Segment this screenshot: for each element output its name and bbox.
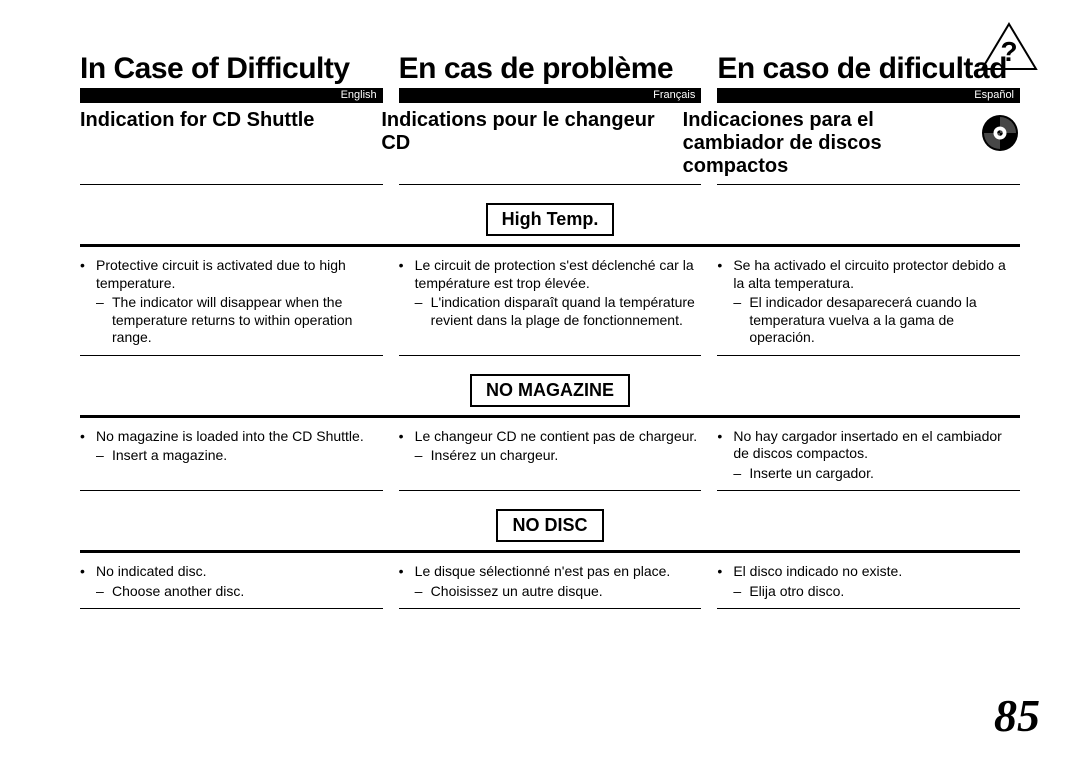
col-fr: •Le circuit de protection s'est déclench…	[399, 257, 702, 347]
dash-text: Elija otro disco.	[749, 583, 1020, 601]
rule	[399, 608, 702, 609]
dash-text: The indicator will disappear when the te…	[112, 294, 383, 347]
help-icon: ?	[980, 22, 1038, 72]
rule	[399, 184, 702, 185]
subhead-fr: Indications pour le changeur CD	[381, 109, 666, 155]
col-es: •Se ha activado el circuito protector de…	[717, 257, 1020, 347]
rule	[80, 608, 383, 609]
section-no-magazine: NO MAGAZINE •No magazine is loaded into …	[80, 374, 1020, 492]
bullet-text: No magazine is loaded into the CD Shuttl…	[96, 428, 383, 446]
bullet-text: No hay cargador insertado en el cambiado…	[733, 428, 1020, 463]
rule-thick	[80, 244, 1020, 247]
title-row: In Case of Difficulty En cas de problème…	[80, 52, 1020, 86]
dash-text: Choose another disc.	[112, 583, 383, 601]
rule	[80, 355, 383, 356]
rule	[399, 355, 702, 356]
subhead-es: Indicaciones para el cambiador de discos…	[683, 109, 1020, 178]
dash-text: Inserte un cargador.	[749, 465, 1020, 483]
col-es: •No hay cargador insertado en el cambiad…	[717, 428, 1020, 483]
bullet-text: Le changeur CD ne contient pas de charge…	[415, 428, 702, 446]
title-fr: En cas de problème	[399, 52, 702, 86]
bullet-text: El disco indicado no existe.	[733, 563, 1020, 581]
bullet-text: Se ha activado el circuito protector deb…	[733, 257, 1020, 292]
section-high-temp: High Temp. •Protective circuit is activa…	[80, 203, 1020, 356]
rule	[717, 184, 1020, 185]
dash-text: L'indication disparaît quand la températ…	[431, 294, 702, 329]
lang-bar-fr: Français	[399, 88, 702, 103]
code-label: NO MAGAZINE	[470, 374, 630, 407]
title-en: In Case of Difficulty	[80, 52, 383, 86]
dash-text: Insérez un chargeur.	[431, 447, 702, 465]
page-number: 85	[994, 689, 1040, 742]
dash-text: El indicador desaparecerá cuando la temp…	[749, 294, 1020, 347]
bullet-text: Le circuit de protection s'est déclenché…	[415, 257, 702, 292]
rule	[80, 184, 383, 185]
lang-bar-es: Español	[717, 88, 1020, 103]
dash-text: Choisissez un autre disque.	[431, 583, 702, 601]
rule	[717, 608, 1020, 609]
subhead-es-text: Indicaciones para el cambiador de discos…	[683, 109, 882, 177]
col-fr: •Le changeur CD ne contient pas de charg…	[399, 428, 702, 483]
disc-icon	[980, 113, 1020, 159]
bullet-text: Protective circuit is activated due to h…	[96, 257, 383, 292]
col-es: •El disco indicado no existe. –Elija otr…	[717, 563, 1020, 600]
lang-bar-en: English	[80, 88, 383, 103]
rule	[80, 490, 383, 491]
lang-bar-row: English Français Español	[80, 88, 1020, 103]
rule	[717, 490, 1020, 491]
rule-thick	[80, 550, 1020, 553]
section-no-disc: NO DISC •No indicated disc. –Choose anot…	[80, 509, 1020, 609]
col-en: •No magazine is loaded into the CD Shutt…	[80, 428, 383, 483]
rule	[399, 490, 702, 491]
bullet-text: No indicated disc.	[96, 563, 383, 581]
rule-thick	[80, 415, 1020, 418]
col-en: •Protective circuit is activated due to …	[80, 257, 383, 347]
svg-text:?: ?	[1000, 36, 1017, 67]
code-label: NO DISC	[496, 509, 603, 542]
title-es: En caso de dificultad	[717, 52, 1020, 86]
dash-text: Insert a magazine.	[112, 447, 383, 465]
subhead-row: Indication for CD Shuttle Indications po…	[80, 109, 1020, 178]
subhead-en: Indication for CD Shuttle	[80, 109, 365, 132]
rule	[717, 355, 1020, 356]
bullet-text: Le disque sélectionné n'est pas en place…	[415, 563, 702, 581]
col-en: •No indicated disc. –Choose another disc…	[80, 563, 383, 600]
code-label: High Temp.	[486, 203, 615, 236]
col-fr: •Le disque sélectionné n'est pas en plac…	[399, 563, 702, 600]
